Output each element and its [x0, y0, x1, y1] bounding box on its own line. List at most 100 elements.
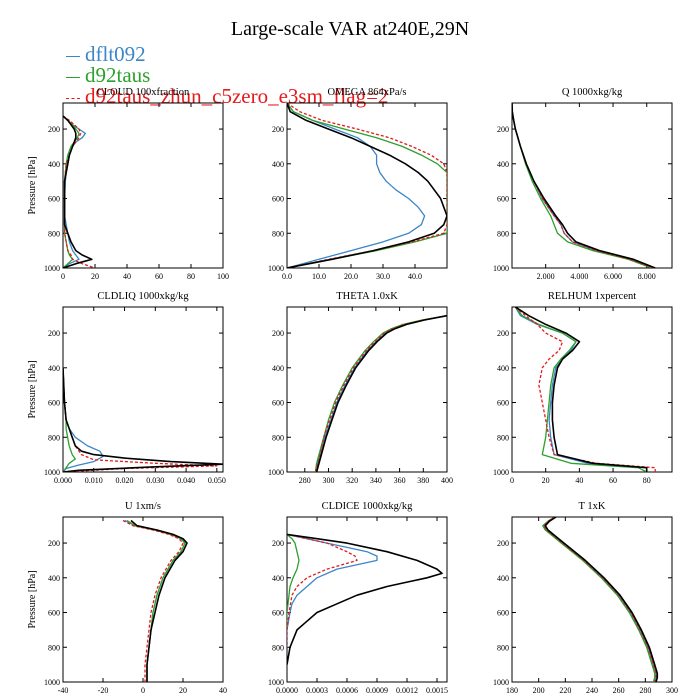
- y-tick-label: 600: [272, 399, 284, 408]
- y-tick-label: 1000: [44, 264, 60, 273]
- x-tick-label: 80: [643, 476, 651, 485]
- y-tick-label: 600: [497, 399, 509, 408]
- series-line: [63, 367, 223, 472]
- x-tick-label: 20: [179, 686, 187, 695]
- series-line: [287, 533, 378, 648]
- series-line: [287, 533, 358, 648]
- panel-title: RELHUM 1xpercent: [548, 291, 636, 302]
- x-tick-label: -40: [58, 686, 69, 695]
- x-tick-label: 100: [217, 272, 229, 281]
- series-line: [287, 533, 300, 630]
- plot-frame: [511, 306, 673, 473]
- panel-title: CLDICE 1000xkg/kg: [322, 501, 413, 512]
- series-line: [542, 517, 656, 682]
- legend-label: d92taus_zhun_c5zero_e3sm_flag=2: [85, 84, 389, 108]
- y-tick-label: 200: [272, 329, 284, 338]
- y-tick-label: 1000: [493, 678, 509, 687]
- y-tick-label: 600: [272, 609, 284, 618]
- series-line: [514, 307, 648, 472]
- x-tick-label: 360: [394, 476, 406, 485]
- series-line: [314, 315, 447, 472]
- legend-label: dflt092: [85, 42, 146, 66]
- x-tick-label: 6.000: [604, 272, 622, 281]
- x-tick-label: 40: [219, 686, 227, 695]
- series-line: [63, 367, 104, 472]
- y-tick-label: 800: [48, 433, 60, 442]
- legend-item: d92taus: [66, 65, 388, 86]
- series-line: [287, 103, 447, 268]
- y-tick-label: 1000: [268, 468, 284, 477]
- x-tick-label: 0: [141, 686, 145, 695]
- legend-item: dflt092: [66, 44, 388, 65]
- series-line: [512, 103, 654, 268]
- x-tick-label: 0.0: [282, 272, 292, 281]
- page-title: Large-scale VAR at240E,29N: [230, 18, 470, 40]
- y-tick-label: 1000: [268, 678, 284, 687]
- x-tick-label: 0.0012: [396, 686, 418, 695]
- plot-frame: [62, 102, 224, 269]
- x-tick-label: 40.0: [408, 272, 422, 281]
- x-tick-label: 20: [542, 476, 550, 485]
- y-tick-label: 800: [497, 643, 509, 652]
- y-axis-label: Pressure [hPa]: [27, 360, 38, 418]
- x-tick-label: -20: [98, 686, 109, 695]
- series-line: [512, 103, 654, 268]
- x-tick-label: 260: [613, 686, 625, 695]
- x-tick-label: 4.000: [570, 272, 588, 281]
- series-line: [544, 517, 659, 682]
- x-tick-label: 10.0: [312, 272, 326, 281]
- x-tick-label: 20.0: [344, 272, 358, 281]
- series-line: [122, 519, 184, 682]
- x-tick-label: 0.050: [208, 476, 226, 485]
- series-line: [315, 314, 447, 472]
- series-line: [63, 367, 76, 472]
- y-tick-label: 1000: [44, 468, 60, 477]
- y-tick-label: 1000: [268, 264, 284, 273]
- y-tick-label: 200: [272, 539, 284, 548]
- panel: THETA 1.0xK 200 400 600 800 1000 280 300 320 340 3…: [268, 291, 453, 485]
- y-tick-label: 400: [497, 574, 509, 583]
- series-line: [63, 115, 93, 268]
- x-tick-label: 0.0000: [276, 686, 298, 695]
- legend-swatch-green: [66, 76, 80, 78]
- series-line: [314, 315, 447, 472]
- series-line: [63, 115, 96, 268]
- x-tick-label: 0.0015: [426, 686, 448, 695]
- x-tick-label: 80: [187, 272, 195, 281]
- panel: CLDLIQ 1000xkg/kg Pressure [hPa] 200 400 600…: [27, 291, 226, 485]
- y-tick-label: 800: [48, 229, 60, 238]
- panel-title: U 1xm/s: [125, 501, 161, 512]
- x-tick-label: 0: [510, 476, 514, 485]
- y-tick-label: 200: [497, 125, 509, 134]
- x-tick-label: 0.000: [54, 476, 72, 485]
- y-tick-label: 200: [497, 539, 509, 548]
- series-line: [287, 103, 447, 268]
- y-tick-label: 400: [48, 160, 60, 169]
- legend-label: d92taus: [85, 63, 151, 87]
- y-tick-label: 600: [497, 609, 509, 618]
- y-tick-label: 400: [48, 364, 60, 373]
- series-line: [512, 103, 656, 268]
- y-tick-label: 800: [272, 229, 284, 238]
- y-tick-label: 200: [48, 539, 60, 548]
- x-tick-label: 0: [61, 272, 65, 281]
- x-tick-label: 400: [441, 476, 453, 485]
- x-tick-label: 280: [299, 476, 311, 485]
- y-tick-label: 1000: [493, 264, 509, 273]
- series-line: [514, 307, 648, 472]
- y-tick-label: 400: [48, 574, 60, 583]
- y-tick-label: 400: [497, 160, 509, 169]
- legend-swatch-red: [66, 97, 80, 99]
- panel-title: T 1xK: [579, 501, 606, 512]
- x-tick-label: 0.030: [146, 476, 164, 485]
- panel-title: OMEGA 864xPa/s: [327, 87, 406, 98]
- panel-title: Q 1000xkg/kg: [562, 87, 623, 98]
- x-tick-label: 380: [417, 476, 429, 485]
- plot-frame: [286, 102, 448, 269]
- x-tick-label: 30.0: [376, 272, 390, 281]
